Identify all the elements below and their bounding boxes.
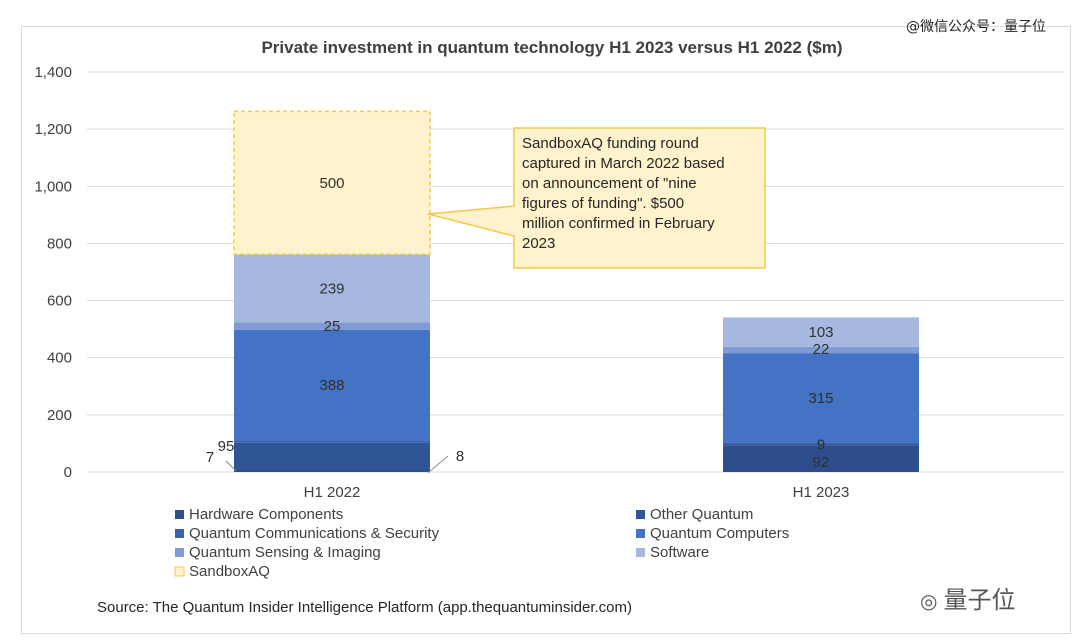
data-label: 315 [808, 390, 833, 407]
legend-label: Quantum Computers [650, 525, 789, 542]
x-tick-label: H1 2022 [304, 484, 361, 501]
y-tick-label: 800 [47, 235, 72, 252]
legend-label: Hardware Components [189, 506, 343, 523]
y-tick-label: 1,200 [34, 121, 72, 138]
y-tick-label: 200 [47, 407, 72, 424]
annotation-box [427, 127, 766, 269]
bar-segment-hardware [234, 470, 430, 472]
legend-label: Quantum Sensing & Imaging [189, 544, 381, 561]
legend-swatch-computers [636, 529, 645, 538]
legend-label: SandboxAQ [189, 563, 270, 580]
wechat-logo-icon: ◎ [920, 589, 938, 613]
bar-segment-comms [234, 440, 430, 443]
data-label: 500 [319, 175, 344, 192]
y-tick-label: 0 [64, 464, 72, 481]
watermark-top: @微信公众号：量子位 [906, 19, 1046, 35]
annotation-text: million confirmed in February [522, 215, 715, 232]
data-label: 9 [817, 437, 825, 454]
annotation-text: SandboxAQ funding round [522, 135, 699, 152]
data-label: 8 [456, 448, 464, 465]
legend-label: Quantum Communications & Security [189, 525, 440, 542]
data-label: 7 [206, 449, 214, 466]
chart-title: Private investment in quantum technology… [261, 38, 842, 57]
legend-swatch-software [636, 548, 645, 557]
data-label: 22 [813, 341, 830, 358]
chart-source: Source: The Quantum Insider Intelligence… [97, 599, 632, 616]
bar-segment-hardware [723, 445, 919, 472]
bar-segment-computers [723, 353, 919, 444]
legend-swatch-comms [175, 529, 184, 538]
data-label: 388 [319, 377, 344, 394]
y-tick-label: 400 [47, 350, 72, 367]
bar-segment-software [723, 317, 919, 347]
bar-segment-other_quantum [723, 443, 919, 446]
legend-label: Software [650, 544, 709, 561]
leader-line [225, 460, 237, 472]
annotation-text: 2023 [522, 235, 555, 252]
data-label: 25 [324, 318, 341, 335]
annotation-text: on announcement of "nine [522, 175, 697, 192]
bar-segment-sandbox [233, 110, 431, 256]
legend-label: Other Quantum [650, 506, 753, 523]
legend-swatch-other_quantum [636, 510, 645, 519]
chart-frame [21, 26, 1071, 634]
legend-swatch-sensing [175, 548, 184, 557]
y-tick-label: 1,400 [34, 64, 72, 81]
legend-swatch-sandbox [174, 566, 185, 577]
y-tick-label: 1,000 [34, 178, 72, 195]
data-label: 92 [813, 454, 830, 471]
bar-segment-sensing [723, 346, 919, 354]
bar-segment-computers [234, 329, 430, 441]
data-label: 95 [218, 438, 235, 455]
annotation-text: captured in March 2022 based [522, 155, 725, 172]
leader-line [427, 455, 449, 474]
x-tick-label: H1 2023 [793, 484, 850, 501]
legend-swatch-hardware [175, 510, 184, 519]
watermark-bottom-text: 量子位 [943, 586, 1016, 614]
y-tick-label: 600 [47, 293, 72, 310]
annotation-text: figures of funding". $500 [522, 195, 684, 212]
data-label: 239 [319, 280, 344, 297]
bar-segment-sensing [234, 322, 430, 330]
watermark-bottom: ◎ 量子位 [920, 580, 1015, 615]
bar-segment-other_quantum [234, 442, 430, 470]
bar-segment-software [234, 254, 430, 323]
data-label: 103 [808, 324, 833, 341]
